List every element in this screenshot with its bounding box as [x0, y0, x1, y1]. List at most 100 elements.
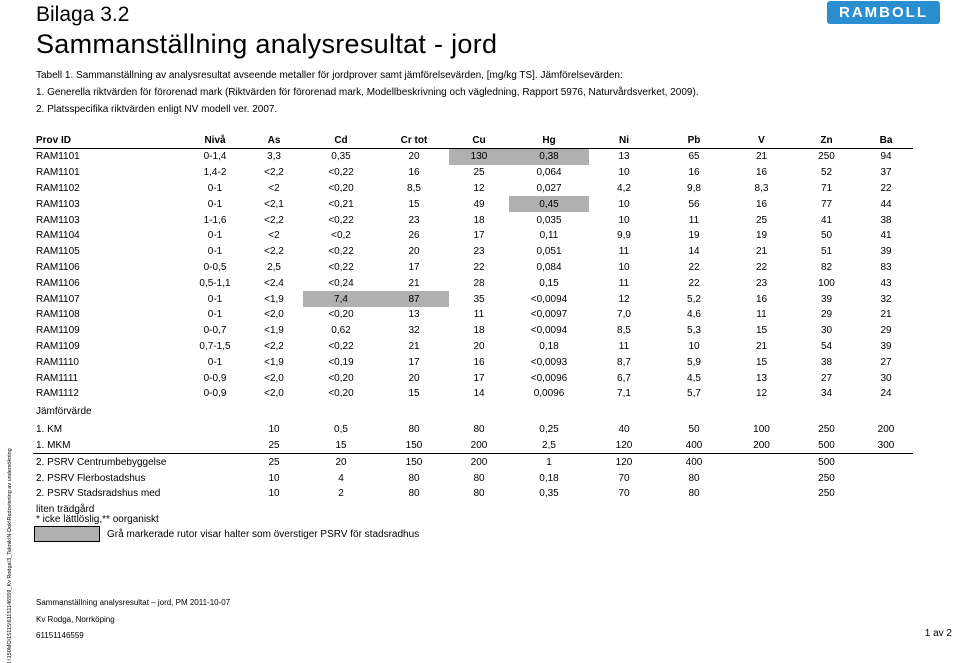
table-cell: RAM1102: [36, 182, 80, 194]
comparison-cell: 400: [659, 453, 729, 471]
column-header: Cu: [449, 133, 509, 149]
table-cell: 13: [618, 151, 630, 163]
table-cell: RAM1103: [36, 198, 80, 210]
table-cell: <0,0094: [530, 293, 568, 305]
comparison-cell: [185, 502, 245, 518]
table-cell: 43: [880, 277, 892, 289]
table-cell: <2: [268, 230, 280, 242]
table-cell: 18: [473, 325, 485, 337]
table-cell: 11: [473, 309, 485, 321]
comparison-cell: 2. PSRV Flerbostadshus: [36, 472, 146, 484]
table-cell: 0-1: [207, 198, 223, 210]
table-cell: 0,7-1,5: [199, 340, 231, 352]
table-cell: <0,0097: [530, 309, 568, 321]
table-cell: 49: [473, 198, 485, 210]
comparison-cell: [589, 502, 659, 518]
table-cell: 0,35: [331, 151, 351, 163]
comparison-cell: 70: [618, 472, 630, 484]
table-cell: 12: [755, 388, 768, 400]
table-cell: RAM1109: [36, 340, 80, 352]
table-cell: 52: [820, 167, 833, 179]
table-cell: RAM1101: [36, 167, 80, 179]
table-cell: 26: [408, 230, 420, 242]
table-cell: 25: [755, 214, 768, 226]
table-cell: <2,2: [264, 214, 284, 226]
table-row: RAM1105 0-1 <2,2 <0,22 20 23 0,051 11 14 21 51 39: [33, 244, 913, 260]
table-cell: 32: [880, 293, 892, 305]
table-cell: RAM1112: [36, 388, 79, 400]
column-header: Ni: [589, 133, 659, 149]
table-cell: 0-1: [207, 230, 223, 242]
comparison-cell: [509, 502, 589, 518]
table-cell: 38: [820, 356, 833, 368]
table-cell: 250: [818, 151, 835, 163]
table-cell: 30: [820, 325, 833, 337]
table-cell: 0,051: [536, 246, 562, 258]
table-cell: 17: [473, 230, 485, 242]
table-row: RAM1102 0-1 <2 <0,20 8,5 12 0,027 4,2 9,8 8,3 71 22: [33, 181, 913, 197]
table-cell: <0,22: [328, 246, 354, 258]
table-cell: 9,8: [687, 182, 701, 194]
table-cell: 10: [618, 214, 630, 226]
table-cell: <0,19: [328, 356, 354, 368]
comparison-cell: 80: [688, 488, 700, 500]
comparison-cell: 80: [408, 424, 420, 436]
comparison-cell: [794, 502, 859, 518]
table-cell: 0,45: [509, 196, 589, 213]
comparison-cell: 400: [685, 439, 703, 451]
appendix-label: Bilaga 3.2: [36, 3, 130, 26]
table-cell: RAM1101: [36, 151, 80, 163]
comparison-cell: [729, 486, 794, 502]
comparison-cell: [245, 502, 303, 518]
table-cell: 39: [880, 246, 892, 258]
table-cell: RAM1106: [36, 277, 80, 289]
table-cell: 0-0,9: [203, 372, 227, 384]
reference-2: 2. Platsspecifika riktvärden enligt NV m…: [36, 104, 278, 115]
column-header: Zn: [794, 133, 859, 149]
table-cell: 20: [408, 246, 420, 258]
table-cell: 130: [449, 148, 509, 165]
table-cell: 21: [880, 309, 892, 321]
table-cell: 23: [755, 277, 768, 289]
comparison-cell: [729, 502, 794, 518]
column-header: Hg: [509, 133, 589, 149]
comparison-cell: [185, 422, 245, 438]
table-cell: 27: [880, 356, 892, 368]
table-cell: 16: [408, 167, 420, 179]
comparison-cell: 25: [245, 453, 303, 471]
comparison-cell: 40: [618, 424, 630, 436]
table-cell: 5,2: [687, 293, 701, 305]
comparison-cell: 250: [818, 424, 835, 436]
comparison-cell: 200: [449, 453, 509, 471]
table-cell: 9,9: [617, 230, 631, 242]
table-cell: 16: [688, 167, 700, 179]
table-cell: <0,0093: [530, 356, 568, 368]
footnote: * icke lättlöslig,** oorganiskt: [36, 514, 159, 525]
table-cell: 82: [820, 261, 833, 273]
table-cell: 8,3: [754, 182, 769, 194]
comparison-cell: 10: [268, 488, 280, 500]
table-cell: 22: [755, 261, 768, 273]
column-header: Nivå: [185, 133, 245, 149]
table-cell: 1,4-2: [203, 167, 227, 179]
table-cell: RAM1109: [36, 325, 80, 337]
table-cell: 17: [473, 372, 485, 384]
comparison-row: 2. PSRV Stadsradshus med 10 2 80 80 0,35 70 80 2…: [33, 486, 913, 502]
table-cell: RAM1106: [36, 261, 80, 273]
table-cell: 20: [473, 340, 485, 352]
table-cell: 50: [820, 230, 833, 242]
comparison-cell: 25: [268, 439, 280, 451]
table-cell: 1-1,6: [203, 214, 227, 226]
page-number: 1 av 2: [924, 628, 952, 639]
legend-text: Grå markerade rutor visar halter som öve…: [107, 529, 420, 540]
table-cell: <2,4: [264, 277, 284, 289]
table-cell: 10: [618, 198, 630, 210]
comparison-cell: 10: [268, 424, 280, 436]
table-cell: 35: [473, 293, 485, 305]
table-cell: 15: [408, 198, 420, 210]
ramboll-logo: RAMBOLL: [827, 1, 940, 24]
comparison-cell: 0,18: [539, 472, 559, 484]
table-cell: 100: [818, 277, 835, 289]
table-cell: 7,4: [303, 291, 379, 307]
table-cell: 0,5-1,1: [199, 277, 231, 289]
